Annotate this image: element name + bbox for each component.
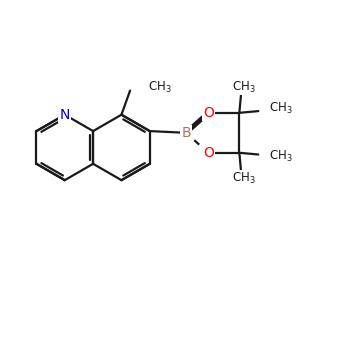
Text: CH$_3$: CH$_3$ [269, 101, 292, 116]
Text: CH$_3$: CH$_3$ [232, 171, 256, 186]
Text: N: N [60, 108, 70, 122]
Text: CH$_3$: CH$_3$ [148, 80, 172, 96]
Text: O: O [203, 106, 214, 120]
Text: CH$_3$: CH$_3$ [232, 79, 256, 94]
Text: B: B [181, 126, 191, 140]
Text: CH$_3$: CH$_3$ [269, 149, 292, 164]
Text: O: O [203, 146, 214, 160]
